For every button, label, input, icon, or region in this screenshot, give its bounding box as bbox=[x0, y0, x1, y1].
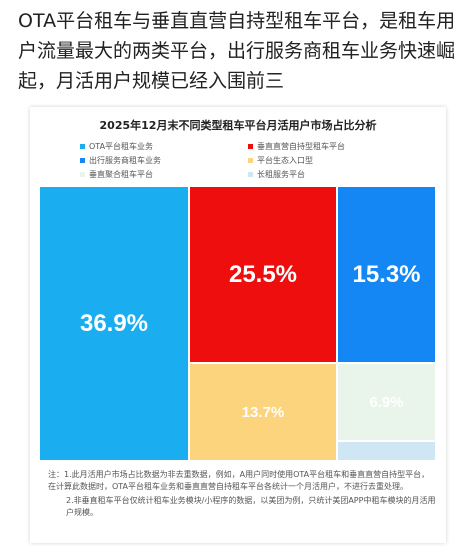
legend-item-direct: 垂直直营自持型租车平台 bbox=[248, 141, 345, 152]
legend-label-ota: OTA平台租车业务 bbox=[89, 142, 154, 151]
note-2: 2.非垂直租车平台仅统计租车业务模块/小程序的数据，以美团为例，只统计美团APP… bbox=[66, 496, 436, 517]
legend-swatch-aggregator bbox=[80, 172, 85, 177]
legend-label-ecosystem: 平台生态入口型 bbox=[257, 156, 313, 165]
tile-direct: 25.5% bbox=[190, 187, 336, 362]
legend-swatch-ecosystem bbox=[248, 158, 253, 163]
legend-item-mobility: 出行服务商租车业务 bbox=[80, 155, 161, 166]
tile-longterm bbox=[338, 442, 435, 460]
legend-swatch-direct bbox=[248, 144, 253, 149]
legend-swatch-ota bbox=[80, 144, 85, 149]
note-1: 注：1.此月活用户市场占比数据为非去重数据，例如，A用户同时使用OTA平台租车和… bbox=[48, 470, 430, 491]
tile-ota: 36.9% bbox=[40, 187, 188, 460]
treemap: 36.9% 25.5% 15.3% 13.7% 6.9% bbox=[40, 187, 435, 460]
legend-label-aggregator: 垂直聚合租车平台 bbox=[89, 170, 153, 179]
legend-item-ota: OTA平台租车业务 bbox=[80, 141, 153, 152]
chart-legend: OTA平台租车业务 垂直直营自持型租车平台 出行服务商租车业务 平台生态入口型 … bbox=[30, 139, 446, 179]
chart-notes: 注：1.此月活用户市场占比数据为非去重数据，例如，A用户同时使用OTA平台租车和… bbox=[48, 469, 436, 521]
legend-label-longterm: 长租服务平台 bbox=[257, 170, 305, 179]
legend-swatch-longterm bbox=[248, 172, 253, 177]
legend-item-ecosystem: 平台生态入口型 bbox=[248, 155, 313, 166]
chart-title: 2025年12月末不同类型租车平台月活用户市场占比分析 bbox=[99, 119, 377, 132]
tile-mobility: 15.3% bbox=[338, 187, 435, 362]
legend-item-aggregator: 垂直聚合租车平台 bbox=[80, 169, 153, 180]
legend-swatch-mobility bbox=[80, 158, 85, 163]
tile-ecosystem: 13.7% bbox=[190, 364, 336, 460]
headline: OTA平台租车与垂直直营自持型租车平台，是租车用户流量最大的两类平台，出行服务商… bbox=[18, 10, 456, 92]
legend-label-mobility: 出行服务商租车业务 bbox=[89, 156, 161, 165]
legend-item-longterm: 长租服务平台 bbox=[248, 169, 305, 180]
chart-card: 2025年12月末不同类型租车平台月活用户市场占比分析 OTA平台租车业务 垂直… bbox=[30, 107, 446, 543]
legend-label-direct: 垂直直营自持型租车平台 bbox=[257, 142, 345, 151]
tile-aggregator: 6.9% bbox=[338, 364, 435, 440]
